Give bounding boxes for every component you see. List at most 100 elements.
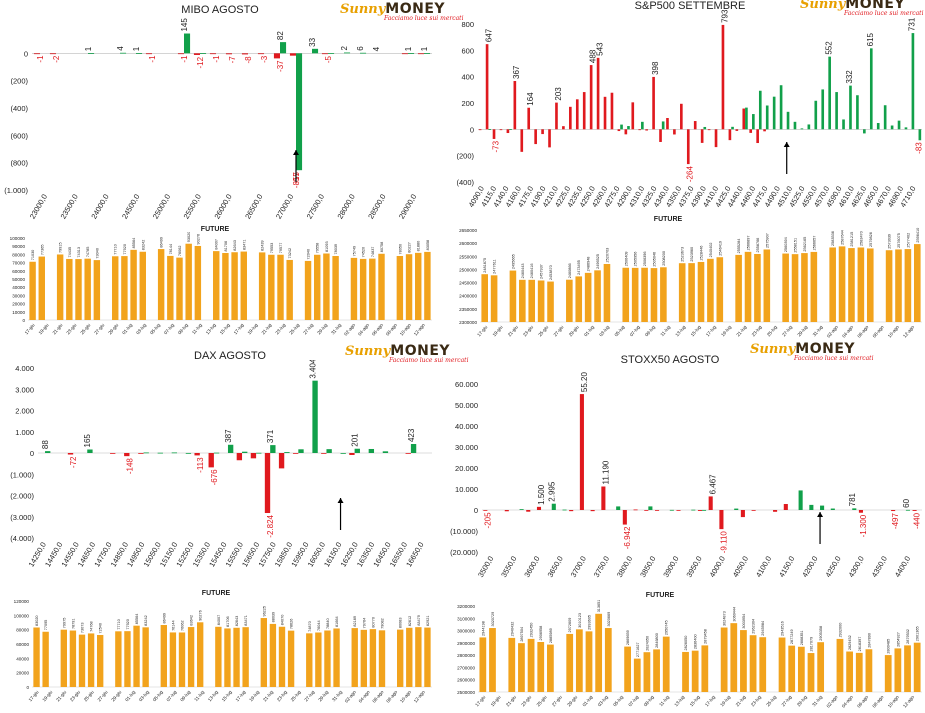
bar — [756, 129, 759, 144]
future-x-tick-label: 03-lug — [135, 322, 147, 335]
y-tick-label: 3.000 — [15, 385, 34, 394]
future-x-tick-label: 07-lug — [166, 689, 178, 702]
bar — [49, 53, 56, 55]
future-bar-label: 2486948 — [587, 257, 591, 272]
bar-value-label: 2 — [340, 46, 349, 51]
future-bar — [397, 629, 404, 687]
future-bar-label: 82189 — [353, 616, 357, 627]
future-bar — [527, 638, 535, 692]
bar — [213, 452, 220, 454]
future-x-tick-label: 15-lug — [690, 324, 702, 337]
future-bar-label: 3060444 — [732, 607, 736, 622]
future-x-tick-label: 29-giu — [566, 694, 578, 707]
future-bar-label: 74768 — [90, 621, 94, 632]
bar-value-label: 615 — [866, 32, 875, 46]
bar — [835, 92, 838, 130]
future-bar-label: 74435 — [68, 247, 72, 258]
bar — [225, 53, 232, 55]
future-bar — [691, 650, 699, 692]
future-x-tick-label: 31-lug — [812, 324, 824, 337]
x-tick-label: 3800,0 — [615, 555, 634, 579]
future-bar — [817, 642, 825, 692]
bar-value-label: -440 — [913, 512, 922, 529]
future-x-tick-label: 25-giu — [79, 322, 91, 335]
bar-value-label: 793 — [720, 10, 729, 23]
future-x-tick-label: 07-lug — [627, 694, 639, 707]
bar-value-label: 11.190 — [601, 460, 610, 484]
future-x-tick-label: 21-lug — [262, 689, 274, 702]
future-x-tick-label: 21-giu — [507, 324, 519, 337]
future-bar-label: 71030 — [31, 250, 35, 261]
future-x-tick-label: 03-lug — [597, 694, 609, 707]
future-x-tick-label: 21-lug — [261, 322, 273, 335]
future-x-tick-label: 11-lug — [193, 689, 205, 702]
future-bar — [360, 629, 367, 687]
bar — [763, 129, 766, 132]
future-bar-label: 83642 — [190, 615, 194, 626]
future-bar — [42, 631, 49, 687]
bar-value-label: 6 — [356, 46, 365, 51]
bar-value-label: -3 — [260, 55, 269, 63]
future-bar-label: 2771627 — [636, 642, 640, 657]
bar — [312, 380, 318, 453]
future-x-tick-label: 05-lug — [614, 324, 626, 337]
logo-tagline: Facciamo luce sui mercati — [384, 15, 464, 22]
future-x-tick-label: 09-lug — [177, 322, 189, 335]
y-tick-label: 40.000 — [455, 422, 478, 431]
future-bar-label: 2460416 — [530, 264, 534, 279]
future-x-tick-label: 05-lug — [612, 694, 624, 707]
x-tick-label: 4100,0 — [754, 555, 773, 579]
future-bar-label: 81706 — [226, 616, 230, 627]
bar — [798, 490, 803, 510]
future-bar-label: 3136511 — [597, 600, 601, 612]
future-bar — [306, 633, 313, 687]
future-bar — [730, 623, 738, 692]
future-x-tick-label: 19-giu — [490, 694, 502, 707]
future-bar — [133, 625, 140, 687]
bar — [828, 56, 831, 130]
future-x-tick-label: 21-lug — [735, 324, 747, 337]
future-bar-label: 79764 — [362, 618, 366, 629]
future-x-tick-label: 19-giu — [41, 689, 53, 702]
future-bar — [396, 255, 404, 320]
bar — [714, 129, 718, 148]
y-tick-label: (800) — [10, 159, 28, 168]
future-x-tick-label: 23-lug — [751, 324, 763, 337]
future-bar — [537, 642, 545, 692]
bar — [708, 496, 713, 510]
bar-value-label: -113 — [196, 457, 205, 473]
future-bar-label: 2506409 — [624, 251, 628, 266]
future-bar-label: 76144 — [171, 620, 175, 631]
future-bar — [604, 628, 612, 692]
y-tick-label: 10.000 — [455, 485, 478, 494]
logo-tagline: Facciamo luce sui mercati — [794, 355, 874, 362]
future-y-tick-label: 3200000 — [457, 604, 475, 609]
bar — [703, 126, 707, 130]
bar — [509, 129, 512, 131]
main-chart-stoxx50: 60.000 50.000 40.000 30.000 20.000 10.000 0 (10… — [450, 372, 922, 579]
bar-value-label: 1 — [84, 46, 93, 51]
bar-value-label: 371 — [266, 429, 275, 443]
future-bar — [622, 267, 630, 322]
bar — [280, 42, 287, 54]
future-x-tick-label: 23-lug — [750, 694, 762, 707]
bar — [911, 33, 915, 130]
bar — [321, 53, 328, 55]
future-bar-label: 2481875 — [483, 258, 487, 273]
bar — [45, 451, 51, 453]
future-x-tick-label: 29-lug — [316, 322, 328, 335]
future-x-tick-label: 23-giu — [65, 322, 77, 335]
bar — [633, 509, 638, 511]
bar — [680, 103, 683, 130]
bar — [622, 510, 627, 525]
bar — [661, 121, 665, 130]
bar — [842, 119, 845, 130]
future-bar-label: 79082 — [381, 618, 385, 629]
future-bar-label: 93020 — [187, 232, 191, 242]
future-y-tick-label: 2600000 — [459, 241, 477, 246]
bar — [734, 508, 739, 510]
future-bar-label: 83479 — [417, 615, 421, 626]
bar — [814, 100, 818, 130]
future-y-tick-label: 80000 — [12, 252, 25, 257]
future-bar — [885, 250, 893, 322]
